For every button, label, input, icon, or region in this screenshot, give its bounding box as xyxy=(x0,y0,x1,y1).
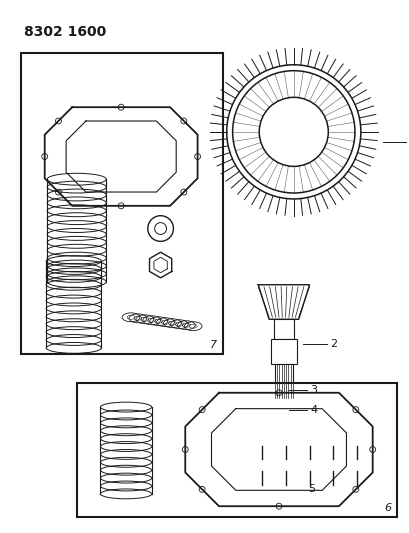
Bar xyxy=(302,463,316,471)
Text: 7: 7 xyxy=(209,340,216,350)
Bar xyxy=(247,428,375,479)
Bar xyxy=(20,53,222,354)
Text: 8302 1600: 8302 1600 xyxy=(25,25,106,39)
Bar xyxy=(326,463,339,471)
Text: 6: 6 xyxy=(383,503,391,513)
Bar xyxy=(277,398,289,416)
Text: 3: 3 xyxy=(310,385,317,395)
Bar xyxy=(349,438,363,446)
Bar xyxy=(278,438,292,446)
Bar xyxy=(76,383,396,516)
Bar xyxy=(326,438,339,446)
Bar xyxy=(273,319,293,339)
Bar xyxy=(255,463,268,471)
Bar xyxy=(270,339,296,364)
Text: 1: 1 xyxy=(0,532,1,533)
Bar xyxy=(302,438,316,446)
Bar xyxy=(349,463,363,471)
Bar xyxy=(274,364,292,398)
Bar xyxy=(255,438,268,446)
Bar xyxy=(278,463,292,471)
Text: 4: 4 xyxy=(310,405,317,415)
Text: 5: 5 xyxy=(307,484,314,494)
Text: 2: 2 xyxy=(330,339,337,349)
